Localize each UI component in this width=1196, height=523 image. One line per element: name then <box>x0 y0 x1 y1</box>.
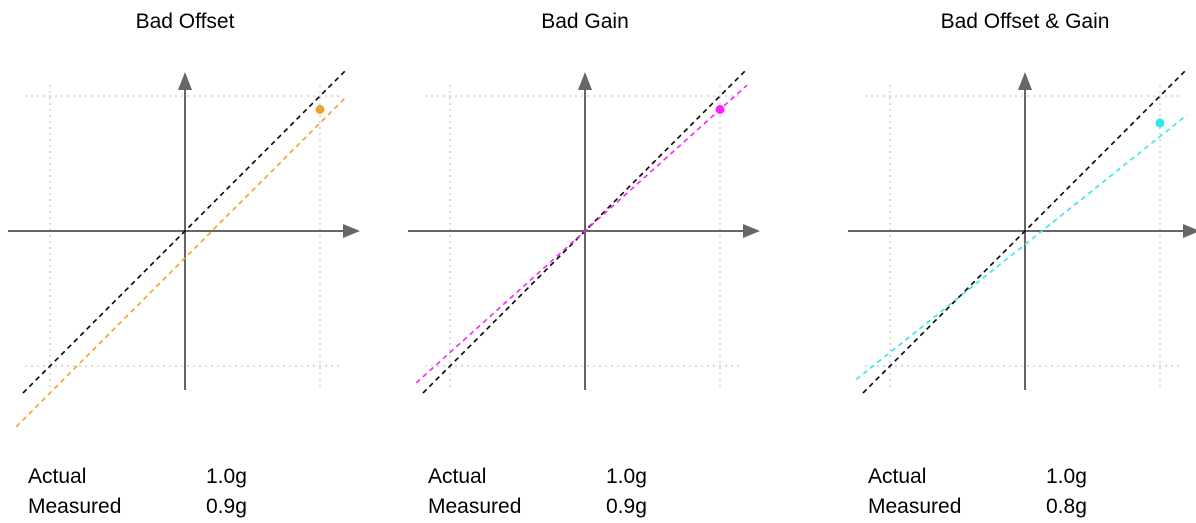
panel-3: Bad Offset & Gain Actual 1.0g Measured 0.8g <box>840 0 1196 523</box>
x-axis-arrow <box>343 224 360 238</box>
ideal-line <box>862 68 1188 394</box>
measured-point <box>715 105 725 114</box>
ideal-line <box>22 68 348 394</box>
measured-line <box>855 114 1188 381</box>
measured-point <box>1155 118 1165 128</box>
x-axis-arrow <box>743 224 760 238</box>
panel-title: Bad Gain <box>541 10 629 33</box>
measured-line <box>415 84 748 384</box>
reading-label: Measured <box>868 495 962 518</box>
reading-label: Actual <box>868 465 927 488</box>
panel-1: Bad Offset Actual 1.0g Measured 0.9g <box>0 0 398 523</box>
reading-value: 1.0g <box>1046 465 1087 488</box>
measured-point <box>315 105 325 114</box>
reading-value: 0.9g <box>206 495 247 518</box>
y-axis-arrow <box>1018 72 1032 90</box>
measured-line <box>15 95 348 428</box>
panel-2: Bad Gain Actual 1.0g Measured 0.9g <box>400 0 798 523</box>
x-axis-arrow <box>1183 224 1196 238</box>
reading-value: 0.9g <box>606 495 647 518</box>
plot-area <box>408 68 760 394</box>
y-axis-arrow <box>578 72 592 90</box>
reading-label: Actual <box>428 465 487 488</box>
plot-area <box>8 68 360 428</box>
reading-label: Measured <box>28 495 122 518</box>
reading-value: 1.0g <box>606 465 647 488</box>
plot-area <box>848 68 1196 394</box>
reading-label: Measured <box>428 495 522 518</box>
reading-label: Actual <box>28 465 87 488</box>
reading-value: 0.8g <box>1046 495 1087 518</box>
panel-title: Bad Offset & Gain <box>940 10 1110 33</box>
panel-title: Bad Offset <box>135 10 235 33</box>
y-axis-arrow <box>178 72 192 90</box>
reading-value: 1.0g <box>206 465 247 488</box>
